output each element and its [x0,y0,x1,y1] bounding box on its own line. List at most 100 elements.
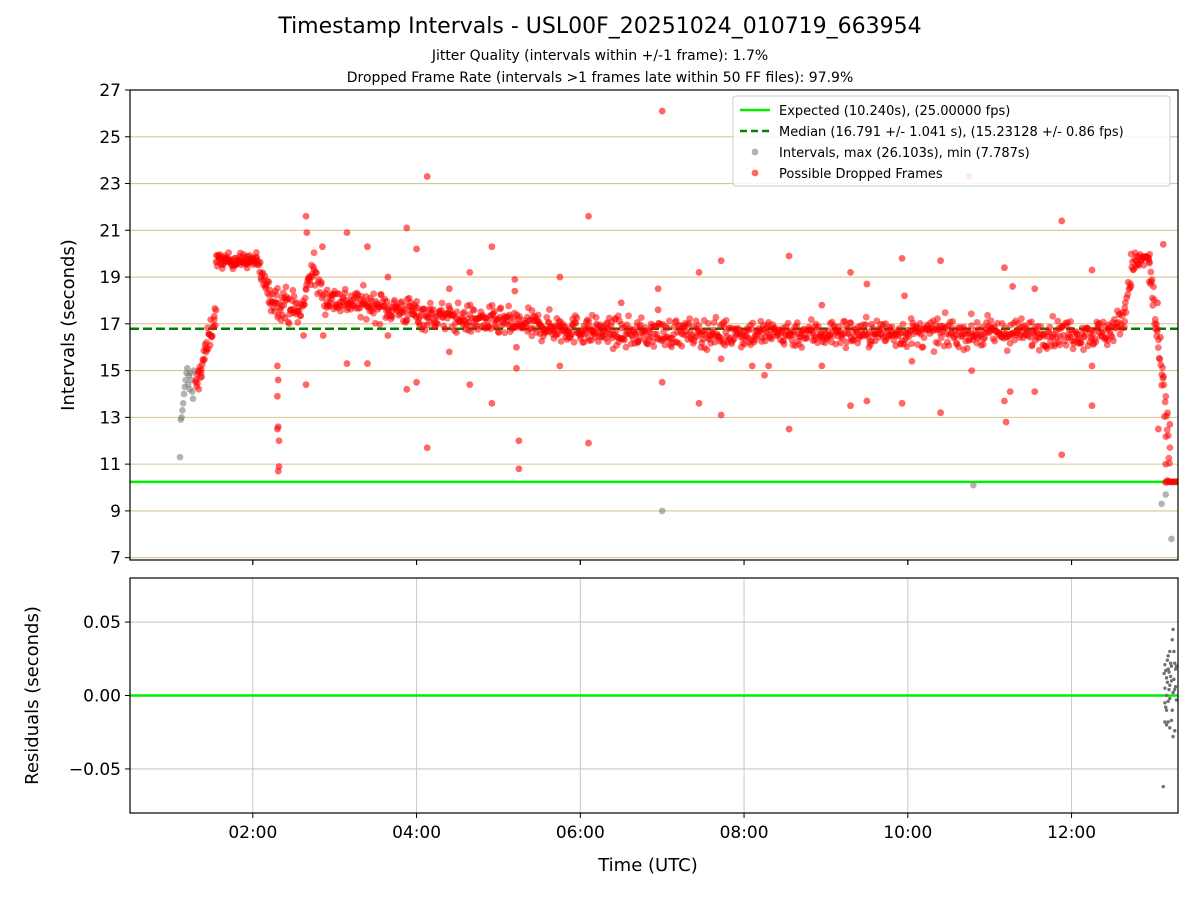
dropped-frame-point [495,328,503,336]
dropped-frame-point [453,329,460,336]
dropped-frame-point [198,373,206,380]
dropped-frame-point [301,294,309,302]
dropped-frame-point [1081,333,1088,341]
residual-point [1169,664,1174,668]
dropped-frame-point [289,286,297,294]
dropped-frame-point [423,173,431,180]
dropped-frame-point [488,301,496,309]
dropped-frame-point [1160,381,1168,389]
dropped-frame-point [1156,355,1164,363]
dropped-frame-point [967,310,975,318]
residual-point [1163,701,1167,705]
interval-point [658,507,666,515]
dropped-frame-point [803,334,811,341]
dropped-frame-point [310,249,318,257]
dropped-frame-point [491,307,498,315]
dropped-frame-point [1165,454,1173,462]
dropped-frame-point [1017,315,1025,323]
dropped-frame-point [1154,344,1162,352]
dropped-frame-point [919,343,927,351]
dropped-frame-point [357,313,365,321]
dropped-frame-point [1140,261,1148,269]
bottom-axes-frame [129,577,1179,814]
dropped-frame-point [780,340,788,348]
top-ytick-label: 17 [99,315,121,335]
bottom-ytick-label: 0.05 [83,613,121,633]
dropped-frame-point [556,362,564,370]
dropped-frame-point [557,337,565,345]
interval-point [180,390,188,398]
dropped-frame-point [243,264,251,272]
dropped-frame-point [1009,283,1017,290]
dropped-frame-point [274,285,281,292]
dropped-frame-point [1088,362,1096,370]
dropped-frame-point [467,327,475,335]
dropped-frame-point [1145,278,1153,286]
dropped-frame-point [862,321,870,329]
dropped-frame-point [1092,338,1100,346]
dropped-frame-point [429,305,437,313]
dropped-frame-point [580,338,588,346]
dropped-frame-point [748,362,756,370]
dropped-frame-point [934,339,942,347]
interval-point [1162,491,1170,498]
dropped-frame-point [637,314,645,322]
dropped-frame-point [194,379,201,387]
dropped-frame-point [212,306,220,314]
dropped-frame-point [991,337,999,345]
top-ytick-label: 15 [99,362,121,382]
dropped-frame-point [765,362,773,370]
dropped-frame-point [201,355,208,363]
dropped-frame-point [285,320,293,328]
residual-point [1170,637,1174,642]
dropped-frame-point [357,292,365,300]
dropped-frame-point [937,334,945,342]
dropped-frame-point [570,338,578,346]
top-ytick-label: 9 [110,502,121,522]
dropped-frame-point [556,273,564,281]
dropped-frame-point [634,339,642,346]
dropped-frame-point [302,212,310,220]
dropped-frame-point [717,355,725,363]
dropped-frame-point [211,322,219,329]
dropped-frame-point [717,411,725,419]
dropped-frame-point [1069,345,1077,353]
dropped-frame-point [301,301,308,308]
dropped-frame-point [1159,240,1167,248]
dropped-frame-point [632,328,640,336]
residual-point [1166,654,1170,658]
dropped-frame-point [204,324,211,332]
dropped-frame-point [722,317,730,324]
dropped-frame-point [945,342,953,349]
dropped-frame-point [768,335,776,343]
residual-point [1164,676,1169,680]
dropped-frame-point [515,465,523,473]
dropped-frame-point [1124,291,1132,298]
residual-point [1166,720,1170,724]
dropped-frame-point [1054,317,1062,325]
dropped-frame-point [423,444,431,452]
residual-point [1166,667,1170,671]
dropped-frame-point [1046,323,1054,331]
bottom-ylabel: Residuals (seconds) [22,606,43,785]
dropped-frame-point [717,257,725,265]
dropped-frame-point [511,287,519,295]
residual-point [1170,708,1174,712]
dropped-frame-point [585,317,593,325]
dropped-frame-point [844,324,852,332]
dropped-frame-point [343,229,351,237]
chart-title: Timestamp Intervals - USL00F_20251024_01… [278,14,922,39]
dropped-frame-point [695,399,703,407]
dropped-frame-point [321,311,329,319]
dropped-frame-point [1159,364,1166,372]
dropped-frame-point [665,317,673,325]
dropped-frame-point [391,296,398,304]
dropped-frame-point [383,297,391,305]
legend-dot-swatch [751,148,759,156]
dropped-frame-point [273,425,281,433]
dropped-frame-point [658,107,666,115]
dropped-frame-point [592,314,600,321]
dropped-frame-point [585,212,592,220]
residual-point [1168,674,1173,679]
top-ylabel: Intervals (seconds) [58,239,79,411]
